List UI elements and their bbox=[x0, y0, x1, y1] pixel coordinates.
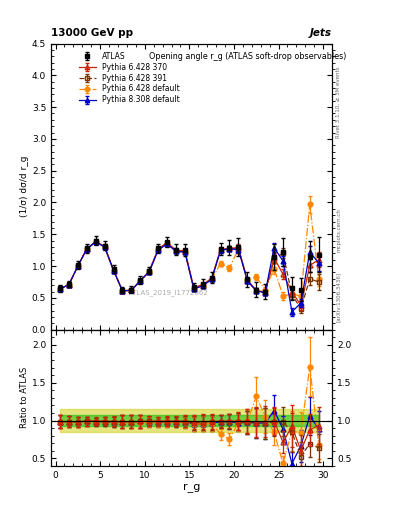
Text: Jets: Jets bbox=[310, 28, 332, 38]
Text: Opening angle r_g (ATLAS soft-drop observables): Opening angle r_g (ATLAS soft-drop obser… bbox=[149, 52, 347, 61]
Legend: ATLAS, Pythia 6.428 370, Pythia 6.428 391, Pythia 6.428 default, Pythia 8.308 de: ATLAS, Pythia 6.428 370, Pythia 6.428 39… bbox=[77, 50, 181, 106]
Text: Rivet 3.1.10, ≥ 3M events: Rivet 3.1.10, ≥ 3M events bbox=[336, 67, 341, 138]
Y-axis label: (1/σ) dσ/d r_g: (1/σ) dσ/d r_g bbox=[20, 156, 29, 217]
Text: mcplots.cern.ch: mcplots.cern.ch bbox=[336, 208, 341, 252]
Text: [arXiv:1306.3436]: [arXiv:1306.3436] bbox=[336, 272, 341, 322]
Y-axis label: Ratio to ATLAS: Ratio to ATLAS bbox=[20, 367, 29, 429]
Text: ATLAS_2019_I1772062: ATLAS_2019_I1772062 bbox=[129, 289, 209, 296]
Text: 13000 GeV pp: 13000 GeV pp bbox=[51, 28, 133, 38]
X-axis label: r_g: r_g bbox=[183, 482, 200, 493]
